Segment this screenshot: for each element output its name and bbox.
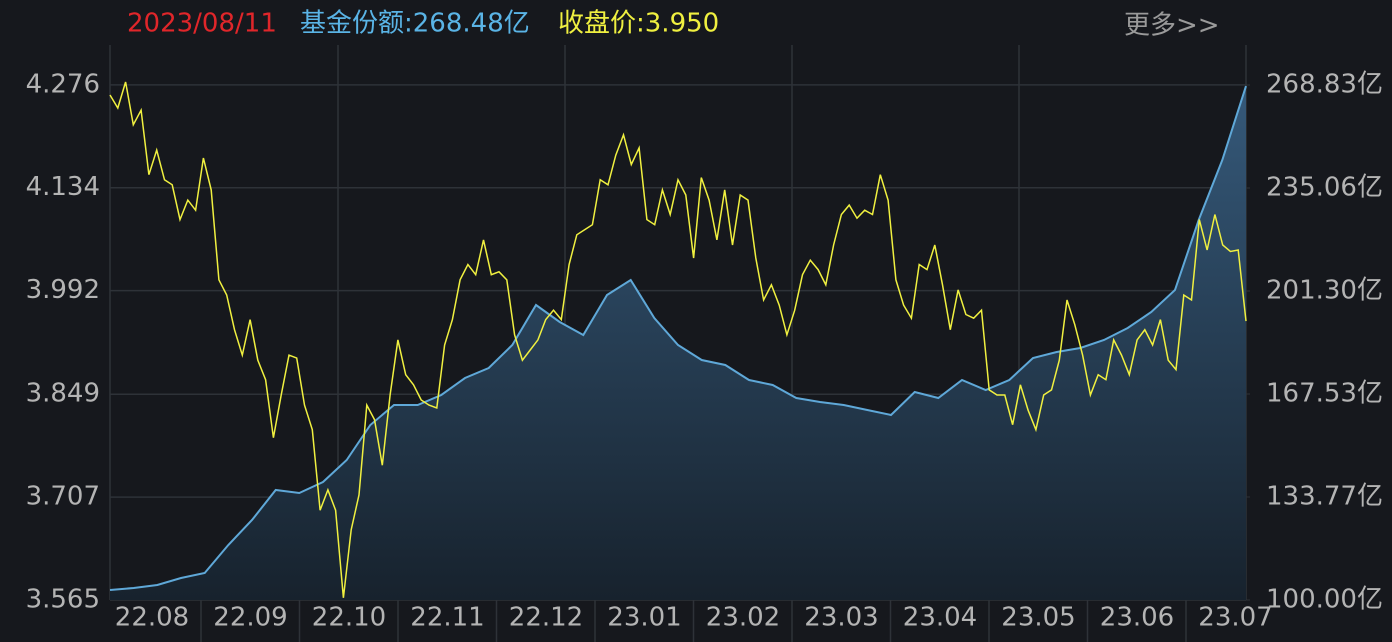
- x-tick-label: 23.02: [706, 603, 780, 633]
- more-link[interactable]: 更多>>: [1124, 11, 1220, 41]
- x-tick-label: 23.04: [903, 603, 977, 633]
- y2-tick-label: 100.00亿: [1266, 585, 1383, 615]
- y-tick-label: 3.565: [26, 585, 100, 615]
- y2-tick-label: 235.06亿: [1266, 173, 1383, 203]
- y2-tick-label: 167.53亿: [1266, 379, 1383, 409]
- x-tick-label: 22.09: [213, 603, 287, 633]
- x-tick-label: 23.07: [1198, 603, 1272, 633]
- share-label: 基金份额:268.48亿: [300, 9, 530, 39]
- y2-tick-label: 268.83亿: [1266, 69, 1383, 99]
- x-tick-label: 22.10: [312, 603, 386, 633]
- y2-tick-label: 201.30亿: [1266, 275, 1383, 305]
- x-tick-label: 23.01: [607, 603, 681, 633]
- area-line: [109, 85, 1247, 591]
- y-tick-label: 3.992: [26, 275, 100, 305]
- date: 2023/08/11: [127, 9, 277, 39]
- x-tick-label: 22.12: [509, 603, 583, 633]
- area-fill: [110, 86, 1246, 601]
- x-tick-label: 22.11: [410, 603, 484, 633]
- y-tick-label: 3.707: [26, 482, 100, 512]
- y-tick-label: 4.276: [26, 69, 100, 99]
- y2-tick-label: 133.77亿: [1266, 481, 1383, 511]
- x-tick-label: 23.03: [804, 603, 878, 633]
- x-tick-label: 23.06: [1100, 603, 1174, 633]
- y-tick-label: 3.849: [26, 379, 100, 409]
- x-tick-label: 22.08: [115, 603, 189, 633]
- price-line: [109, 81, 1247, 598]
- price-label: 收盘价:3.950: [558, 9, 719, 39]
- y-tick-label: 4.134: [26, 172, 100, 202]
- x-tick-label: 23.05: [1001, 603, 1075, 633]
